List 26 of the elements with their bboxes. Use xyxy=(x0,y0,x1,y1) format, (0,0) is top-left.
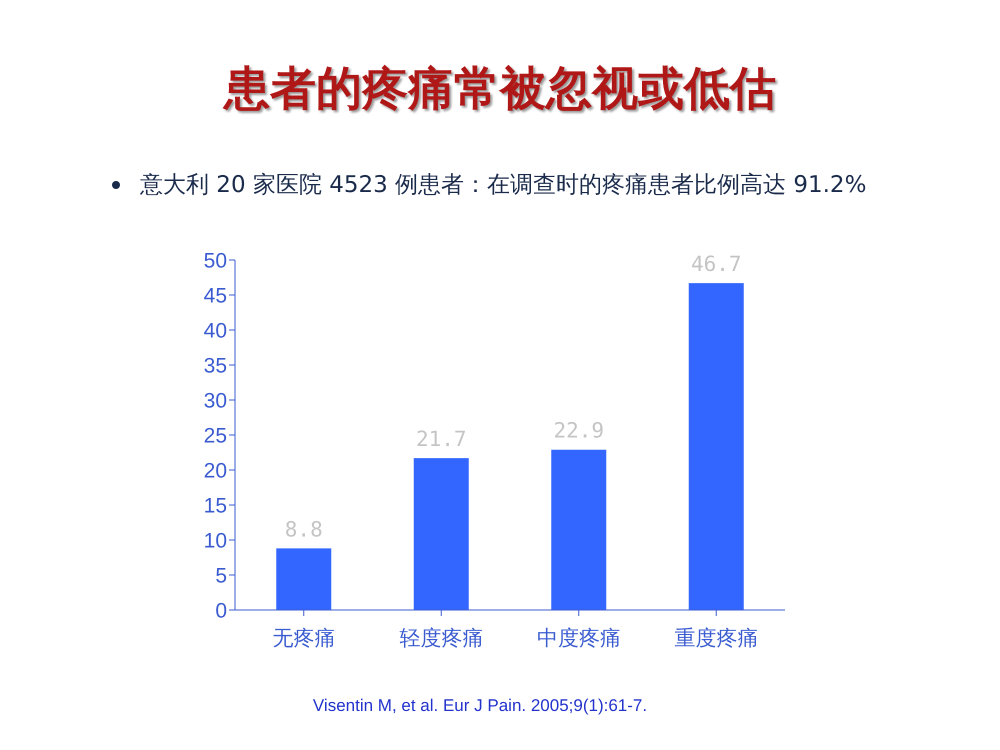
y-tick-label: 20 xyxy=(204,459,227,482)
y-tick-label: 40 xyxy=(204,319,227,342)
data-label: 22.9 xyxy=(553,418,604,443)
chart-title: 患者的疼痛常被忽视或低估 xyxy=(222,60,777,117)
y-tick-label: 10 xyxy=(204,529,227,552)
y-tick-label: 45 xyxy=(204,284,227,308)
y-tick-label: 35 xyxy=(204,354,227,378)
data-label: 8.8 xyxy=(284,517,323,542)
y-tick-label: 25 xyxy=(204,424,227,448)
y-tick-label: 5 xyxy=(215,564,227,588)
text: Visentin M, et al. Eur J Pain. 2005;9(1):61-7. xyxy=(312,696,648,716)
x-tick-label: 无疼痛 xyxy=(272,626,336,650)
x-tick-label: 轻度疼痛 xyxy=(399,626,484,650)
bar xyxy=(688,283,744,610)
x-tick-label: 重度疼痛 xyxy=(674,626,758,650)
data-label: 46.7 xyxy=(690,252,742,276)
x-tick-label: 中度疼痛 xyxy=(536,626,621,650)
y-tick-label: 30 xyxy=(204,389,227,412)
y-tick-label: 50 xyxy=(204,249,227,272)
y-tick-label: 15 xyxy=(204,494,227,518)
chart-subtitle: 意大利 20 家医院 4523 例患者：在调查时的疼痛患者比例高达 91.2% xyxy=(140,171,868,200)
bar xyxy=(276,548,332,610)
y-tick-label: 0 xyxy=(215,599,227,622)
bar xyxy=(414,458,469,610)
bar xyxy=(551,450,606,610)
data-label: 21.7 xyxy=(416,427,467,452)
